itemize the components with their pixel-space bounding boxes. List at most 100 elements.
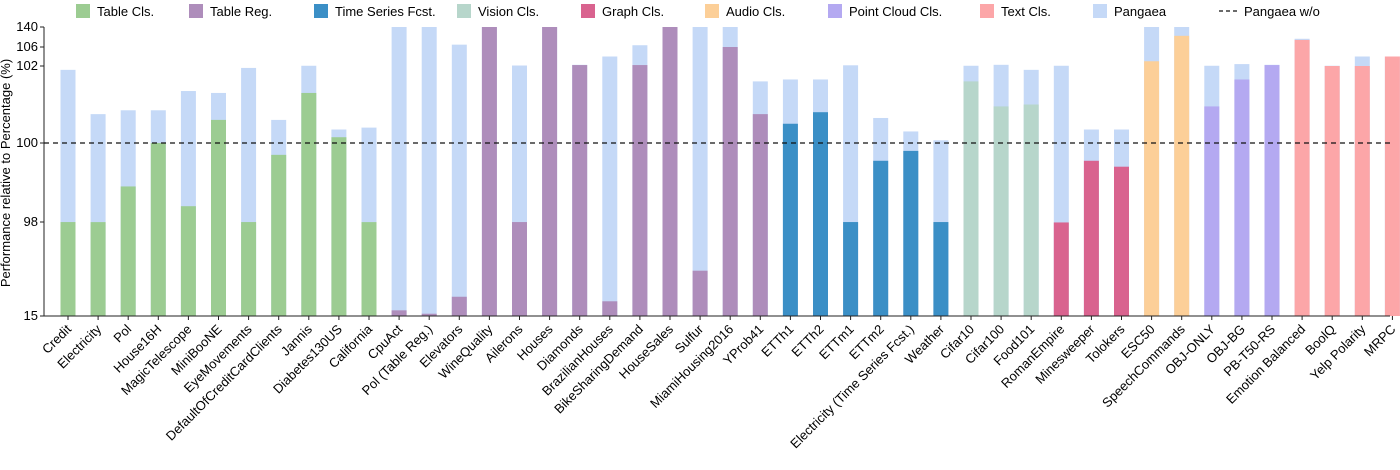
legend-item: Vision Cls. xyxy=(457,4,539,19)
legend-item: Text Cls. xyxy=(980,4,1051,19)
bar-pangaea-wo xyxy=(1204,106,1220,316)
bar-group xyxy=(1144,27,1160,316)
y-tick-label: 106 xyxy=(16,39,38,54)
bar-pangaea-wo xyxy=(542,27,558,316)
legend-item: Pangaea xyxy=(1093,4,1167,19)
bar-group xyxy=(481,27,497,316)
bar-pangaea-wo xyxy=(1354,66,1370,316)
legend-swatch xyxy=(828,4,842,18)
x-tick-label: ETTh1 xyxy=(758,322,796,360)
legend-label: Table Reg. xyxy=(210,4,272,19)
bar-pangaea-wo xyxy=(391,310,407,316)
bar-group xyxy=(1384,56,1400,316)
bar-group xyxy=(963,65,979,317)
bar-pangaea-wo xyxy=(361,222,377,316)
legend-label: Time Series Fcst. xyxy=(335,4,436,19)
legend: Table Cls. Table Reg. Time Series Fcst. Vis… xyxy=(76,4,1320,19)
bars xyxy=(60,27,1400,317)
bar-pangaea-wo xyxy=(662,27,678,316)
legend-swatch xyxy=(189,4,203,18)
bar-group xyxy=(903,131,919,316)
bar-pangaea-wo xyxy=(933,222,949,316)
legend-label: Graph Cls. xyxy=(602,4,664,19)
bar-group xyxy=(1294,38,1310,317)
bar-pangaea-wo xyxy=(150,143,166,316)
bar-group xyxy=(120,110,136,317)
bar-group xyxy=(301,65,317,316)
bar-pangaea-wo xyxy=(60,222,76,316)
legend-label: Pangaea xyxy=(1114,4,1167,19)
bar-group xyxy=(331,129,347,316)
y-tick-label: 102 xyxy=(16,58,38,73)
bar-pangaea-wo xyxy=(241,222,257,316)
bar-pangaea-wo xyxy=(873,160,889,316)
legend-swatch xyxy=(980,4,994,18)
bar-pangaea-wo xyxy=(90,222,106,316)
legend-swatch xyxy=(76,4,90,18)
bar-group xyxy=(632,45,648,317)
bar-pangaea xyxy=(421,27,437,316)
bar-group xyxy=(1264,64,1280,316)
bar-pangaea-wo xyxy=(963,81,979,317)
bar-group xyxy=(60,69,76,316)
bar-pangaea-wo xyxy=(1324,66,1340,316)
legend-item: Point Cloud Cls. xyxy=(828,4,942,19)
bar-pangaea-wo xyxy=(1174,35,1190,317)
legend-label: Audio Cls. xyxy=(726,4,785,19)
bar-pangaea-wo xyxy=(782,123,798,316)
bar-group xyxy=(241,67,257,316)
bar-pangaea-wo xyxy=(421,313,437,316)
legend-swatch xyxy=(581,4,595,18)
bar-group xyxy=(572,64,588,316)
bar-pangaea-wo xyxy=(331,137,347,316)
bar-pangaea-wo xyxy=(722,47,738,316)
bar-pangaea-wo xyxy=(813,112,828,316)
bar-pangaea-wo xyxy=(1053,222,1069,316)
bar-group xyxy=(180,91,196,317)
bar-pangaea xyxy=(602,56,618,316)
bar-pangaea-wo xyxy=(602,301,618,316)
bar-pangaea-wo xyxy=(1294,39,1310,317)
bar-group xyxy=(1053,65,1069,316)
bar-group xyxy=(1354,56,1370,316)
bar-pangaea-wo xyxy=(1264,65,1280,316)
bar-group xyxy=(1204,65,1220,316)
bar-group xyxy=(211,92,226,317)
y-tick-label: 98 xyxy=(24,214,38,229)
y-tick-label: 140 xyxy=(16,19,38,34)
bar-pangaea-wo xyxy=(1234,79,1250,316)
bar-pangaea-wo xyxy=(752,114,768,316)
bar-group xyxy=(873,117,889,316)
bar-pangaea-wo xyxy=(512,222,527,316)
legend-item: Table Cls. xyxy=(76,4,154,19)
bar-pangaea-wo xyxy=(692,270,708,316)
bar-group xyxy=(1174,27,1190,317)
bar-group xyxy=(933,140,949,316)
legend-item: Table Reg. xyxy=(189,4,272,19)
y-tick-label: 15 xyxy=(24,308,38,323)
legend-item: Time Series Fcst. xyxy=(314,4,436,19)
bar-pangaea-wo xyxy=(120,186,136,316)
legend-label: Text Cls. xyxy=(1001,4,1051,19)
bar-pangaea-wo xyxy=(180,206,196,316)
bar-group xyxy=(150,110,166,317)
legend-label: Table Cls. xyxy=(97,4,154,19)
bar-pangaea-wo xyxy=(1144,61,1160,316)
bar-group xyxy=(451,44,467,316)
y-axis-title: Performance relative to Percentage (%) xyxy=(0,59,13,287)
legend-swatch xyxy=(457,4,471,18)
bar-pangaea-wo xyxy=(1083,160,1099,316)
bar-group xyxy=(782,79,798,316)
legend-item: Graph Cls. xyxy=(581,4,664,19)
bar-group xyxy=(1234,64,1250,316)
bar-group xyxy=(361,127,377,316)
y-tick-label: 100 xyxy=(16,135,38,150)
bar-group xyxy=(421,27,437,316)
bar-group xyxy=(512,65,527,317)
bar-pangaea-wo xyxy=(1114,166,1129,316)
legend-item: Pangaea w/o xyxy=(1219,4,1320,19)
bar-pangaea-wo xyxy=(572,65,588,316)
bar-pangaea xyxy=(451,44,467,316)
